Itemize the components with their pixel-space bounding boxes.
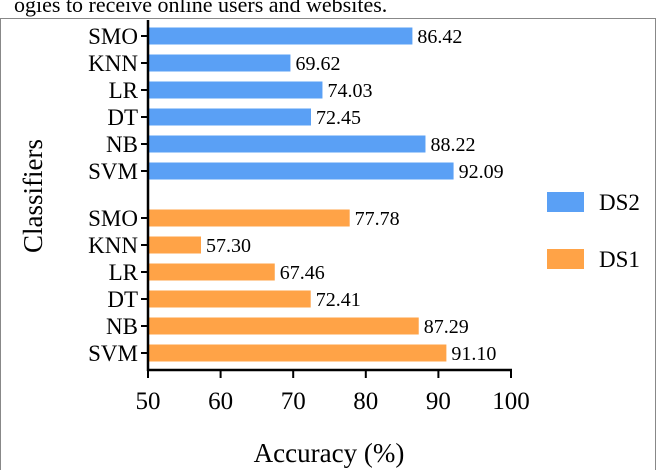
bar-ds2-knn (148, 54, 291, 72)
y-tick-label-ds1-svm: SVM (88, 341, 138, 366)
data-label-ds1-svm: 91.10 (451, 343, 496, 365)
bar-ds1-lr (148, 263, 275, 281)
frame-border-top (0, 18, 656, 19)
x-tick-label-60: 60 (208, 388, 233, 415)
data-label-ds1-dt: 72.41 (316, 289, 361, 311)
data-label-ds1-nb: 87.29 (424, 316, 469, 338)
bar-ds1-smo (148, 209, 350, 227)
bar-ds1-knn (148, 236, 201, 254)
y-tick-label-ds1-lr: LR (109, 260, 139, 285)
y-tick-label-ds2-knn: KNN (88, 51, 138, 76)
bar-ds2-smo (148, 27, 413, 45)
x-axis-title: Accuracy (%) (254, 438, 405, 468)
y-tick-label-ds2-smo: SMO (88, 24, 138, 49)
bar-ds1-nb (148, 317, 419, 335)
frame-border-right (655, 18, 656, 470)
bar-ds1-dt (148, 290, 311, 308)
legend-label-ds2: DS2 (599, 190, 640, 215)
y-axis-title: Classifiers (18, 139, 48, 253)
data-label-ds1-lr: 67.46 (280, 262, 325, 284)
y-tick-label-ds1-dt: DT (107, 287, 138, 312)
bar-ds1-svm (148, 344, 447, 362)
data-label-ds2-knn: 69.62 (295, 53, 340, 75)
x-tick-label-90: 90 (426, 388, 451, 415)
legend-swatch-ds2 (547, 192, 584, 212)
y-tick-label-ds1-knn: KNN (88, 233, 138, 258)
legend-swatch-ds1 (547, 249, 584, 269)
data-label-ds1-smo: 77.78 (355, 208, 400, 230)
x-tick-label-100: 100 (492, 388, 530, 415)
legend: DS2 DS1 (547, 190, 640, 272)
y-tick-label-ds1-nb: NB (106, 314, 138, 339)
caption-fragment: ogies to receive online users and websit… (14, 0, 388, 17)
bar-ds2-dt (148, 108, 311, 126)
data-label-ds2-nb: 88.22 (430, 134, 475, 156)
data-label-ds2-svm: 92.09 (459, 161, 504, 183)
y-tick-label-ds2-svm: SVM (88, 159, 138, 184)
frame-border-left (0, 18, 1, 470)
data-label-ds1-knn: 57.30 (206, 235, 251, 257)
bar-ds2-lr (148, 81, 323, 99)
x-tick-label-70: 70 (281, 388, 306, 415)
data-label-ds2-smo: 86.42 (417, 26, 462, 48)
bars-layer: 86.42 69.62 74.03 72.45 88.22 92.09 77.78 57.30… (148, 26, 504, 365)
y-tick-label-ds2-nb: NB (106, 132, 138, 157)
legend-label-ds1: DS1 (599, 247, 640, 272)
bar-ds2-nb (148, 135, 426, 153)
data-label-ds2-lr: 74.03 (327, 80, 372, 102)
y-tick-label-ds2-dt: DT (107, 105, 138, 130)
y-tick-label-ds1-smo: SMO (88, 206, 138, 231)
data-label-ds2-dt: 72.45 (316, 107, 361, 129)
y-tick-label-ds2-lr: LR (109, 78, 139, 103)
bar-ds2-svm (148, 162, 454, 180)
x-tick-label-50: 50 (136, 388, 161, 415)
x-tick-label-80: 80 (353, 388, 378, 415)
